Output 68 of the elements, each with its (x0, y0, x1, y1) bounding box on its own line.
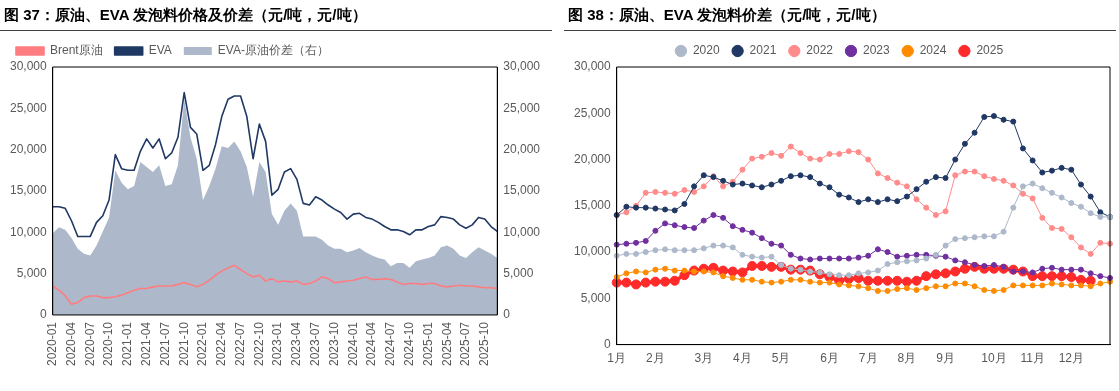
x-tick-label: 11月 (1020, 351, 1045, 366)
x-tick-label: 2022-01 (195, 321, 210, 367)
legend-label: EVA (148, 43, 172, 58)
x-tick-label: 1月 (607, 351, 627, 366)
x-tick-label: 2020-10 (101, 321, 116, 367)
x-tick-label: 2021-01 (120, 321, 135, 367)
y-tick-label: 10,000 (10, 224, 48, 239)
y2-tick-label: 5,000 (503, 265, 534, 280)
x-tick-label: 2月 (646, 351, 665, 366)
x-tick-label: 2023-04 (289, 321, 304, 367)
x-tick-label: 2023-10 (326, 321, 341, 367)
x-tick-label: 2025-07 (458, 321, 473, 367)
y-tick-label: 0 (40, 307, 48, 322)
legend-label: 2022 (806, 43, 834, 58)
x-tick-label: 9月 (936, 351, 955, 366)
x-tick-label: 2022-10 (251, 321, 266, 367)
x-tick-label: 2025-10 (477, 321, 492, 367)
legend-label: 2023 (863, 43, 891, 58)
x-tick-label: 2020-01 (45, 321, 60, 367)
x-tick-label: 5月 (771, 351, 791, 366)
x-tick-label: 2023-07 (308, 321, 323, 367)
x-tick-label: 3月 (694, 351, 714, 366)
x-tick-label: 2024-04 (364, 321, 379, 367)
y2-tick-label: 10,000 (503, 224, 541, 239)
legend-label: 2020 (692, 43, 720, 58)
x-tick-label: 6月 (820, 351, 839, 366)
x-tick-label: 2020-07 (82, 321, 97, 367)
x-tick-label: 4月 (733, 351, 752, 366)
y2-tick-label: 20,000 (503, 141, 541, 156)
y-tick-label: 5,000 (580, 290, 612, 305)
x-tick-label: 8月 (897, 351, 917, 366)
y-tick-label: 5,000 (16, 265, 48, 280)
x-tick-label: 2024-10 (401, 321, 416, 367)
y2-tick-label: 25,000 (503, 100, 541, 115)
legend-label: Brent原油 (50, 43, 103, 58)
x-tick-label: 2025-04 (439, 321, 454, 367)
y-tick-label: 30,000 (574, 59, 612, 74)
x-tick-label: 2021-10 (176, 321, 191, 367)
x-tick-label: 2025-01 (420, 321, 435, 367)
x-tick-label: 2024-01 (345, 321, 360, 367)
x-tick-label: 12月 (1058, 351, 1084, 366)
y-tick-label: 25,000 (574, 105, 612, 120)
y2-tick-label: 30,000 (503, 59, 541, 74)
y-tick-label: 30,000 (10, 59, 48, 74)
x-tick-label: 2024-07 (383, 321, 398, 367)
chart-title: 图 38：原油、EVA 发泡料价差（元/吨，元/吨） (564, 0, 1116, 31)
x-tick-label: 7月 (858, 351, 878, 366)
x-tick-label: 2023-01 (270, 321, 285, 367)
y-tick-label: 25,000 (10, 100, 48, 115)
legend-label: EVA-原油价差（右） (217, 43, 329, 58)
legend-label: 2021 (749, 43, 777, 58)
x-tick-label: 2022-07 (232, 321, 247, 367)
x-tick-label: 2021-07 (157, 321, 172, 367)
y2-tick-label: 15,000 (503, 183, 541, 198)
x-tick-label: 2020-04 (63, 321, 78, 367)
legend-label: 2025 (976, 43, 1004, 58)
y2-tick-label: 0 (503, 307, 511, 322)
y-tick-label: 15,000 (10, 183, 48, 198)
chart-title: 图 37：原油、EVA 发泡料价格及价差（元/吨，元/吨） (0, 0, 552, 31)
x-tick-label: 2022-04 (214, 321, 229, 367)
y-tick-label: 20,000 (574, 151, 612, 166)
y-tick-label: 0 (604, 336, 612, 351)
y-tick-label: 15,000 (574, 198, 612, 213)
legend-label: 2024 (919, 43, 947, 58)
y-tick-label: 10,000 (574, 244, 612, 259)
y-tick-label: 20,000 (10, 141, 48, 156)
x-tick-label: 2021-04 (138, 321, 153, 367)
x-tick-label: 10月 (981, 351, 1007, 366)
